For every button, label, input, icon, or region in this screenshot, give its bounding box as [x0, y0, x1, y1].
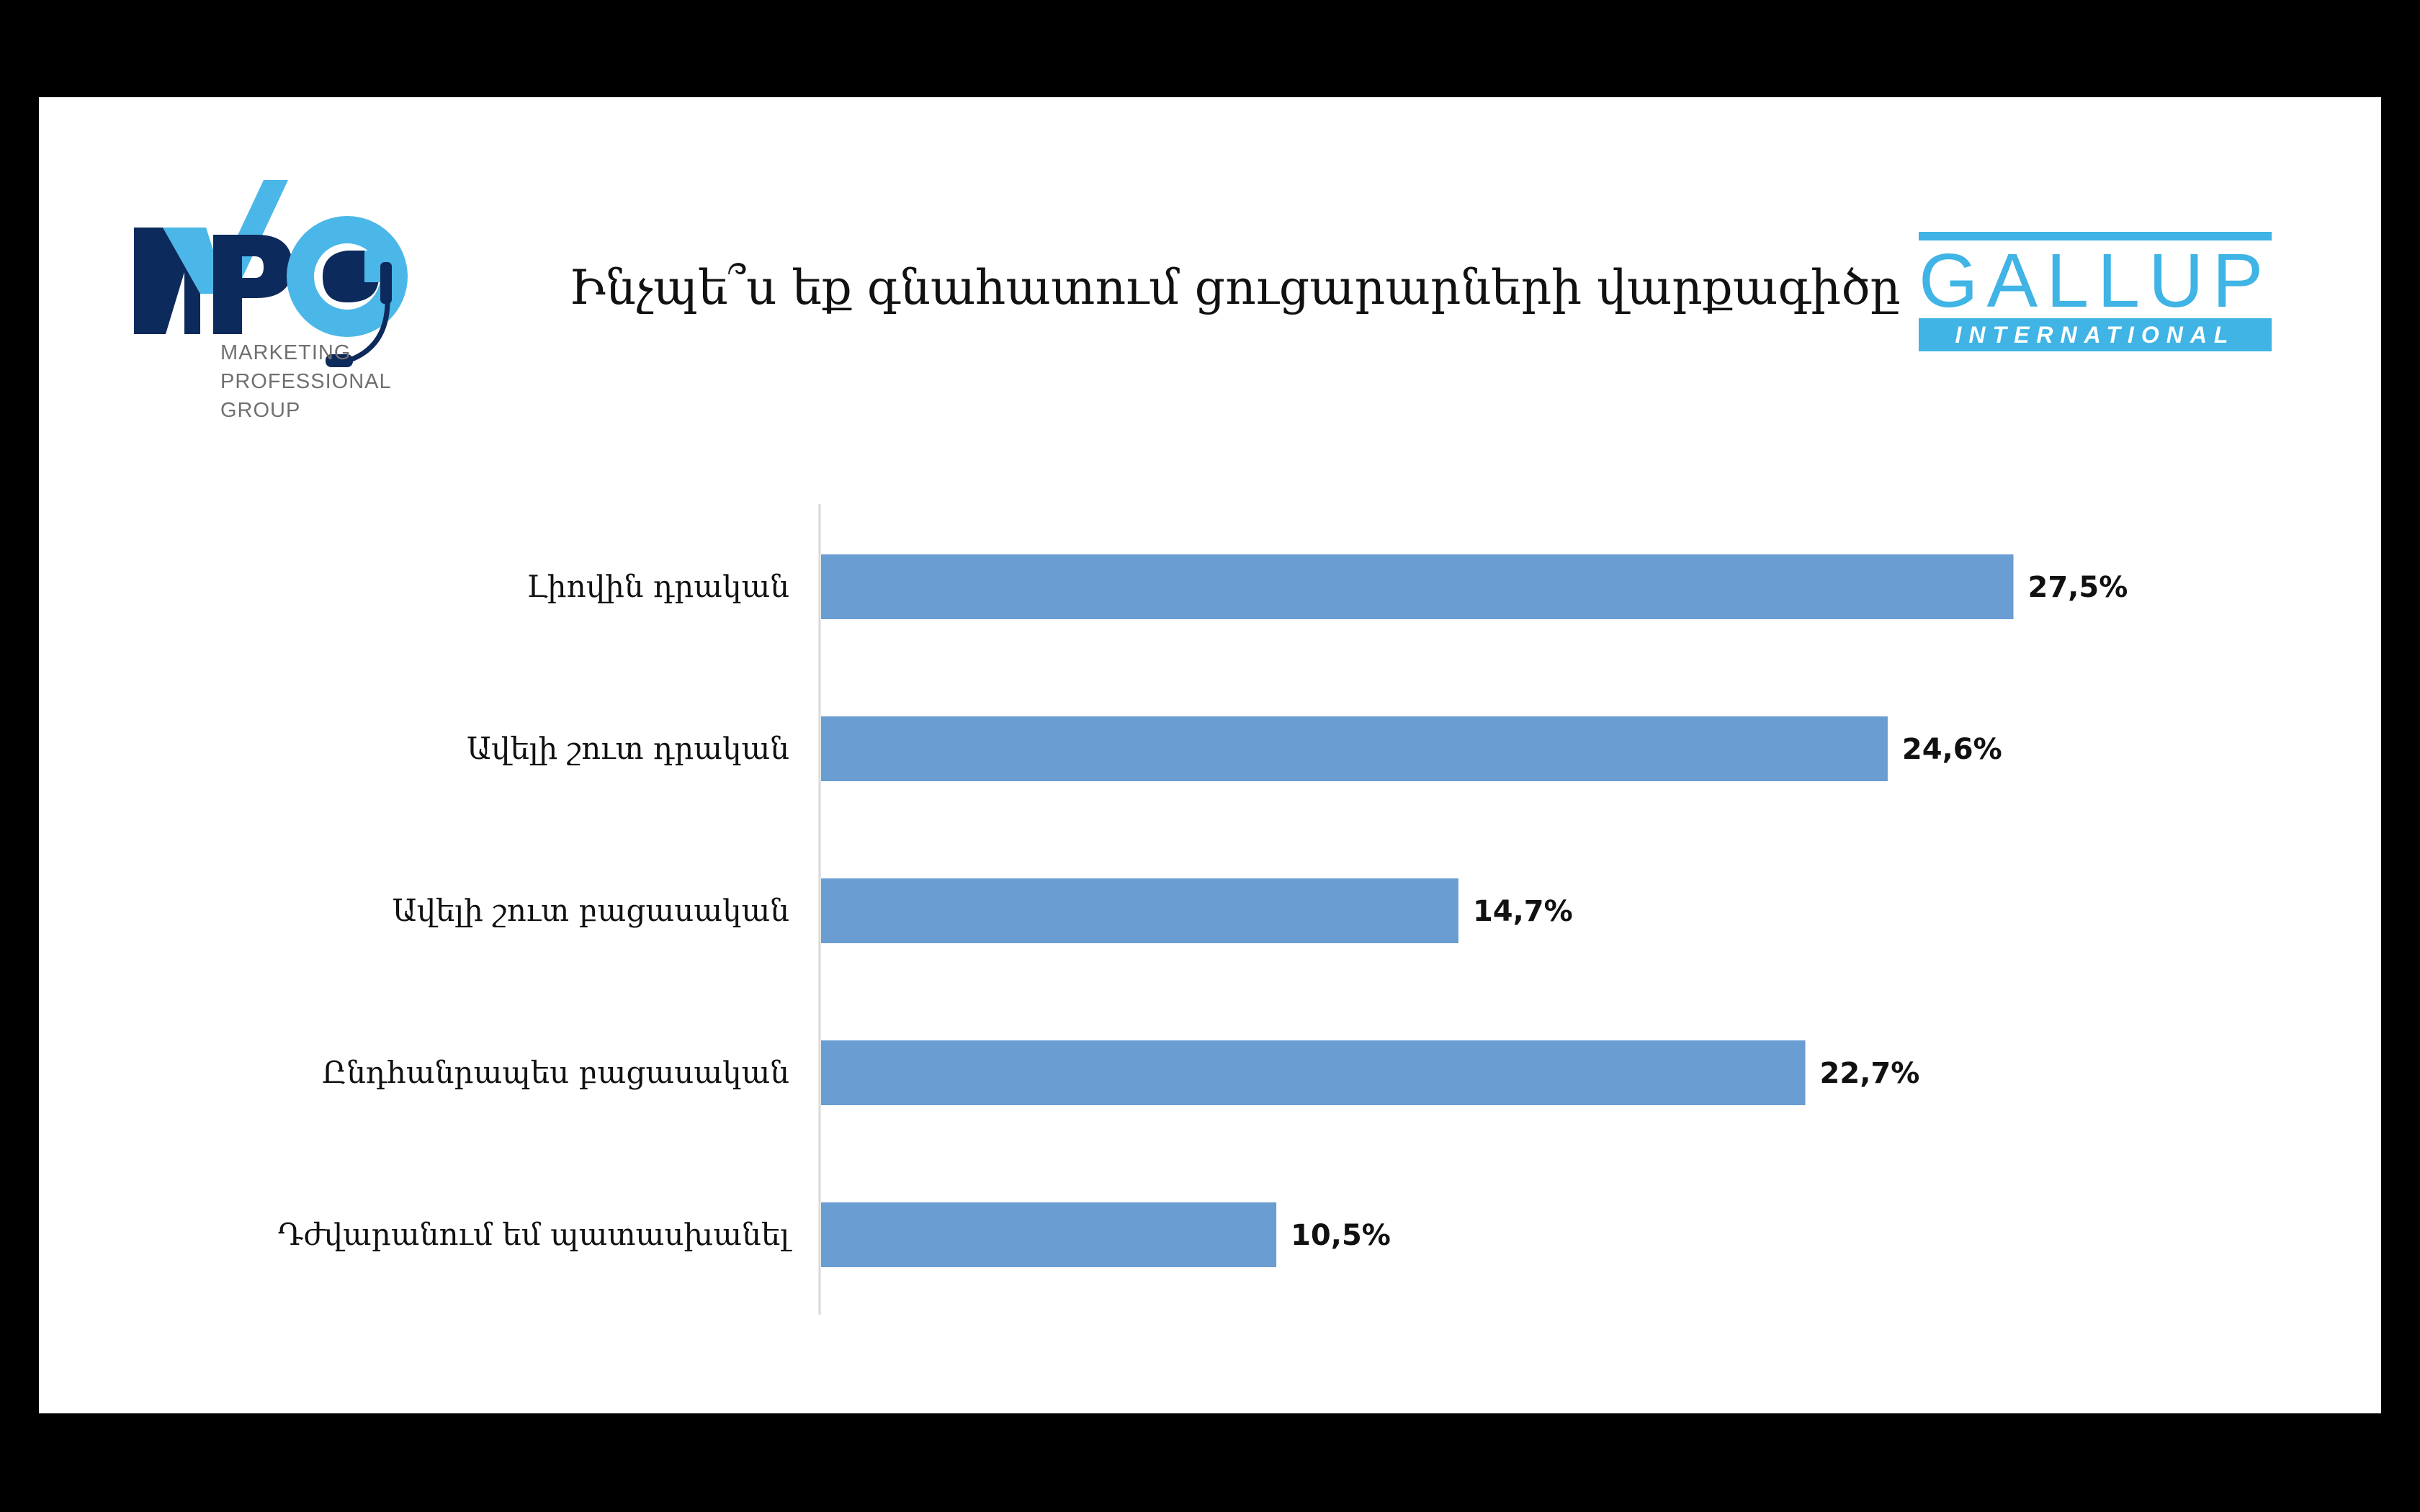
bar-1	[821, 554, 2014, 619]
gallup-international-text: INTERNATIONAL	[1955, 322, 2236, 348]
category-label-5: Դժվարանում եմ պատասխանել	[278, 1217, 792, 1252]
bar-2	[821, 716, 1888, 781]
mpg-subtitle-line-2: PROFESSIONAL	[220, 370, 392, 393]
bar-3	[821, 878, 1458, 943]
gallup-band: INTERNATIONAL	[1919, 318, 2272, 351]
gallup-top-rule	[1919, 232, 2272, 240]
mpg-subtitle-line-1: MARKETING	[220, 341, 351, 364]
chart-title: Ինչպե՞ս եք գնահատում ցուցարարների վարքագ…	[569, 260, 1901, 315]
category-label-2: Ավելի շուտ դրական	[467, 731, 789, 766]
value-label-4: 22,7%	[1820, 1057, 1920, 1090]
bars-layer: Լիովին դրական 27,5% Ավելի շուտ դրական 24,6%…	[278, 554, 2128, 1267]
category-label-3: Ավելի շուտ բացասական	[393, 893, 789, 928]
value-label-2: 24,6%	[1902, 733, 2002, 766]
value-label-1: 27,5%	[2028, 571, 2128, 604]
gallup-logo: GALLUP INTERNATIONAL	[1919, 230, 2272, 353]
mpg-subtitle-line-3: GROUP	[220, 399, 301, 422]
bar-4	[821, 1040, 1806, 1105]
bar-5	[821, 1202, 1277, 1267]
value-label-5: 10,5%	[1291, 1219, 1391, 1252]
mpg-logo	[134, 179, 508, 416]
value-label-3: 14,7%	[1473, 895, 1573, 928]
gallup-wordmark: GALLUP	[1919, 238, 2272, 323]
category-label-4: Ընդհանրապես բացասական	[322, 1055, 789, 1090]
category-label-1: Լիովին դրական	[526, 569, 789, 604]
mpg-logo-graphic	[134, 180, 408, 367]
